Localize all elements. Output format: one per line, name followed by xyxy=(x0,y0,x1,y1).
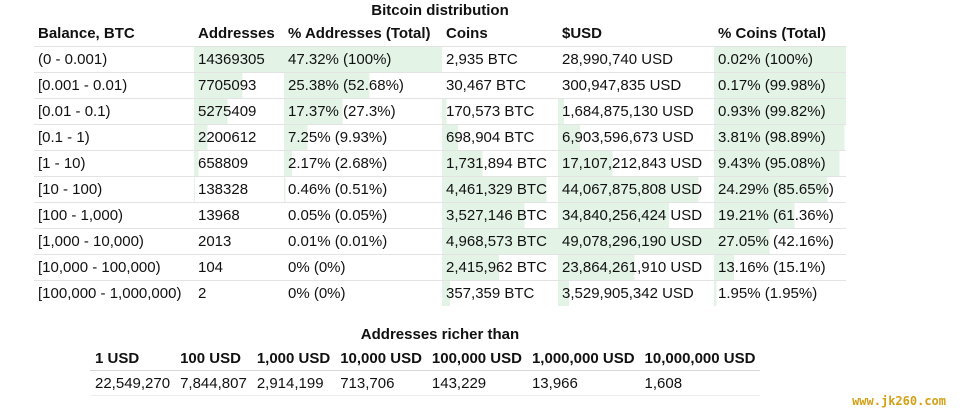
richer-values-row: 22,549,270 7,844,807 2,914,199 713,706 143,2… xyxy=(90,370,761,396)
cell-pct-coins: 13.16% (15.1%) xyxy=(714,254,846,281)
col-header-pct-addresses: % Addresses (Total) xyxy=(288,25,431,42)
cell-pct-coins: 0.02% (100%) xyxy=(714,46,846,73)
cell-coins: 2,415,962 BTC xyxy=(442,254,558,281)
cell-addresses: 2013 xyxy=(194,228,284,255)
richer-header-cell: 10,000 USD xyxy=(335,346,427,371)
cell-coins: 1,731,894 BTC xyxy=(442,150,558,177)
col-header-coins: Coins xyxy=(446,25,488,42)
cell-coins: 3,527,146 BTC xyxy=(442,202,558,229)
cell-usd: 300,947,835 USD xyxy=(558,72,714,99)
cell-pct-addresses: 7.25% (9.93%) xyxy=(284,124,442,151)
table-title: Bitcoin distribution xyxy=(371,2,509,19)
richer-title: Addresses richer than xyxy=(360,326,520,343)
cell-addresses: 13968 xyxy=(194,202,284,229)
col-header-pct-coins: % Coins (Total) xyxy=(718,25,827,42)
table-row: [0.001 - 0.01) 7705093 25.38% (52.68%) 30,4… xyxy=(34,72,846,99)
cell-pct-addresses: 0% (0%) xyxy=(284,254,442,281)
cell-pct-coins: 0.93% (99.82%) xyxy=(714,98,846,125)
cell-coins: 2,935 BTC xyxy=(442,46,558,73)
richer-value-cell: 22,549,270 xyxy=(90,370,176,396)
richer-header-cell: 100,000 USD xyxy=(426,346,527,371)
cell-pct-coins: 19.21% (61.36%) xyxy=(714,202,846,229)
richer-value-cell: 713,706 xyxy=(335,370,427,396)
cell-balance: [0.001 - 0.01) xyxy=(34,72,194,99)
cell-usd: 23,864,261,910 USD xyxy=(558,254,714,281)
cell-usd: 3,529,905,342 USD xyxy=(558,280,714,306)
cell-balance: [0.01 - 0.1) xyxy=(34,98,194,125)
cell-balance: [10 - 100) xyxy=(34,176,194,203)
cell-balance: [1,000 - 10,000) xyxy=(34,228,194,255)
cell-pct-coins: 24.29% (85.65%) xyxy=(714,176,846,203)
cell-usd: 34,840,256,424 USD xyxy=(558,202,714,229)
richer-header-cell: 10,000,000 USD xyxy=(639,346,761,371)
cell-addresses: 2 xyxy=(194,280,284,306)
cell-usd: 44,067,875,808 USD xyxy=(558,176,714,203)
cell-addresses: 5275409 xyxy=(194,98,284,125)
cell-balance: (0 - 0.001) xyxy=(34,46,194,73)
cell-pct-addresses: 17.37% (27.3%) xyxy=(284,98,442,125)
table-row: [10 - 100) 138328 0.46% (0.51%) 4,461,329 B… xyxy=(34,176,846,203)
richer-header-row: 1 USD 100 USD 1,000 USD 10,000 USD 100,000 U… xyxy=(90,346,761,371)
cell-addresses: 2200612 xyxy=(194,124,284,151)
cell-coins: 170,573 BTC xyxy=(442,98,558,125)
cell-pct-addresses: 25.38% (52.68%) xyxy=(284,72,442,99)
cell-addresses: 7705093 xyxy=(194,72,284,99)
cell-usd: 28,990,740 USD xyxy=(558,46,714,73)
cell-pct-addresses: 0.05% (0.05%) xyxy=(284,202,442,229)
cell-pct-addresses: 2.17% (2.68%) xyxy=(284,150,442,177)
cell-pct-addresses: 47.32% (100%) xyxy=(284,46,442,73)
table-row: [1,000 - 10,000) 2013 0.01% (0.01%) 4,968,5… xyxy=(34,228,846,255)
col-header-usd: $USD xyxy=(562,25,603,42)
cell-pct-addresses: 0.01% (0.01%) xyxy=(284,228,442,255)
richer-value-cell: 143,229 xyxy=(426,370,527,396)
richer-value-cell: 7,844,807 xyxy=(175,370,252,396)
cell-pct-coins: 3.81% (98.89%) xyxy=(714,124,846,151)
cell-usd: 49,078,296,190 USD xyxy=(558,228,714,255)
table-row: (0 - 0.001) 14369305 47.32% (100%) 2,935 BT… xyxy=(34,46,846,73)
table-row: [0.1 - 1) 2200612 7.25% (9.93%) 698,904 BTC… xyxy=(34,124,846,151)
table-row: [100 - 1,000) 13968 0.05% (0.05%) 3,527,146… xyxy=(34,202,846,229)
cell-coins: 30,467 BTC xyxy=(442,72,558,99)
col-header-addresses: Addresses xyxy=(198,25,275,42)
cell-balance: [100 - 1,000) xyxy=(34,202,194,229)
richer-header-cell: 1 USD xyxy=(90,346,176,371)
cell-coins: 4,461,329 BTC xyxy=(442,176,558,203)
cell-usd: 6,903,596,673 USD xyxy=(558,124,714,151)
richer-table: 1 USD 100 USD 1,000 USD 10,000 USD 100,000 U… xyxy=(90,346,761,396)
table-row: [1 - 10) 658809 2.17% (2.68%) 1,731,894 BTC… xyxy=(34,150,846,177)
table-row: [100,000 - 1,000,000) 2 0% (0%) 357,359 BTC… xyxy=(34,280,846,306)
cell-balance: [0.1 - 1) xyxy=(34,124,194,151)
cell-coins: 357,359 BTC xyxy=(442,280,558,306)
cell-coins: 698,904 BTC xyxy=(442,124,558,151)
cell-pct-addresses: 0.46% (0.51%) xyxy=(284,176,442,203)
cell-addresses: 138328 xyxy=(194,176,284,203)
cell-pct-coins: 27.05% (42.16%) xyxy=(714,228,846,255)
cell-balance: [100,000 - 1,000,000) xyxy=(34,280,194,306)
richer-value-cell: 13,966 xyxy=(526,370,640,396)
cell-balance: [10,000 - 100,000) xyxy=(34,254,194,281)
cell-usd: 17,107,212,843 USD xyxy=(558,150,714,177)
cell-pct-coins: 9.43% (95.08%) xyxy=(714,150,846,177)
col-header-balance: Balance, BTC xyxy=(38,25,135,42)
cell-coins: 4,968,573 BTC xyxy=(442,228,558,255)
cell-pct-coins: 0.17% (99.98%) xyxy=(714,72,846,99)
richer-header-cell: 1,000,000 USD xyxy=(526,346,640,371)
richer-value-cell: 2,914,199 xyxy=(251,370,336,396)
cell-usd: 1,684,875,130 USD xyxy=(558,98,714,125)
cell-balance: [1 - 10) xyxy=(34,150,194,177)
cell-addresses: 658809 xyxy=(194,150,284,177)
distribution-body: (0 - 0.001) 14369305 47.32% (100%) 2,935 BT… xyxy=(34,46,846,306)
distribution-table: Balance, BTC Addresses % Addresses (Tota… xyxy=(34,21,846,306)
richer-header-cell: 100 USD xyxy=(175,346,252,371)
table-row: [10,000 - 100,000) 104 0% (0%) 2,415,962 BT… xyxy=(34,254,846,281)
cell-addresses: 104 xyxy=(194,254,284,281)
richer-value-cell: 1,608 xyxy=(639,370,761,396)
cell-pct-addresses: 0% (0%) xyxy=(284,280,442,306)
cell-addresses: 14369305 xyxy=(194,46,284,73)
table-row: [0.01 - 0.1) 5275409 17.37% (27.3%) 170,573… xyxy=(34,98,846,125)
richer-header-cell: 1,000 USD xyxy=(251,346,336,371)
watermark: www.jk260.com xyxy=(852,394,946,408)
cell-pct-coins: 1.95% (1.95%) xyxy=(714,280,846,306)
distribution-header-row: Balance, BTC Addresses % Addresses (Tota… xyxy=(34,21,846,47)
